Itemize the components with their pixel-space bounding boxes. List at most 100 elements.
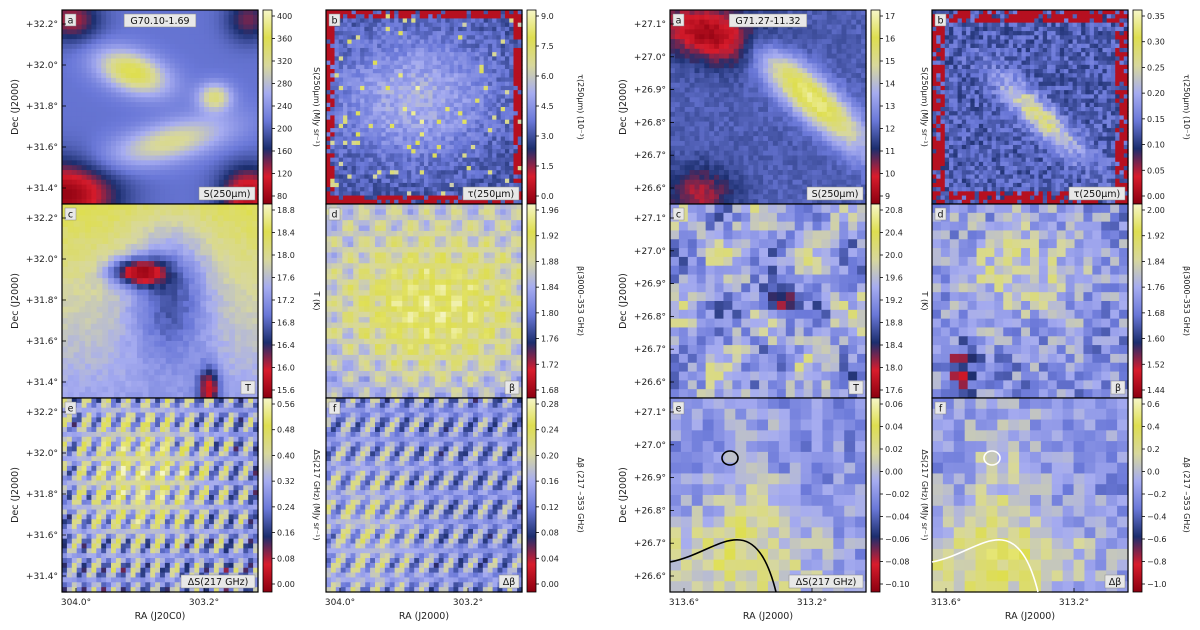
heatmap-cell — [679, 87, 686, 94]
heatmap-cell — [826, 77, 833, 84]
heatmap-cell — [699, 107, 705, 113]
heatmap-cell — [204, 24, 210, 30]
heatmap-cell — [462, 157, 468, 163]
heatmap-cell — [385, 107, 391, 112]
heatmap-cell — [204, 82, 210, 89]
heatmap-cell — [81, 58, 88, 64]
heatmap-cell — [487, 14, 493, 20]
heatmap-cell — [115, 150, 122, 157]
heatmap-cell — [111, 82, 117, 89]
heatmap-cell — [424, 69, 429, 74]
heatmap-cell — [487, 123, 493, 129]
heatmap-cell — [174, 73, 181, 79]
heatmap-cell — [184, 131, 190, 137]
heatmap-cell — [802, 34, 808, 40]
heatmap-cell — [243, 58, 249, 64]
heatmap-cell — [248, 145, 254, 152]
heatmap-cell — [86, 82, 92, 89]
heatmap-cell — [368, 43, 374, 49]
heatmap-cell — [861, 92, 867, 98]
heatmap-cell — [174, 97, 181, 103]
heatmap-cell — [807, 34, 813, 40]
heatmap-cell — [684, 14, 691, 21]
heatmap-cell — [782, 102, 789, 108]
heatmap-cell — [62, 150, 68, 157]
heatmap-cell — [96, 165, 102, 171]
heatmap-cell — [846, 68, 852, 74]
heatmap-cell — [419, 170, 425, 176]
heatmap-cell — [218, 34, 225, 40]
heatmap-cell — [500, 52, 506, 57]
heatmap-cell — [479, 199, 485, 205]
heatmap-cell — [428, 102, 434, 108]
heatmap-cell — [743, 116, 749, 123]
heatmap-cell — [428, 144, 434, 150]
heatmap-cell — [748, 48, 754, 55]
heatmap-cell — [233, 136, 239, 142]
heatmap-cell — [841, 155, 847, 161]
heatmap-cell — [160, 87, 166, 94]
heatmap-cell — [500, 123, 506, 129]
heatmap-cell — [831, 82, 838, 89]
heatmap-cell — [253, 160, 259, 166]
heatmap-cell — [436, 144, 442, 150]
heatmap-cell — [851, 136, 857, 142]
heatmap-cell — [238, 34, 244, 40]
heatmap-cell — [449, 199, 455, 205]
heatmap-cell — [723, 131, 730, 137]
heatmap-cell — [86, 107, 92, 113]
heatmap-cell — [347, 174, 353, 180]
heatmap-cell — [462, 170, 468, 176]
heatmap-cell — [694, 150, 700, 157]
heatmap-cell — [81, 150, 88, 157]
heatmap-cell — [125, 111, 132, 118]
heatmap-cell — [86, 73, 92, 79]
heatmap-cell — [111, 19, 117, 26]
heatmap-cell — [402, 111, 408, 117]
heatmap-cell — [101, 53, 107, 60]
heatmap-cell — [758, 39, 764, 45]
heatmap-cell — [714, 155, 720, 161]
heatmap-cell — [492, 90, 498, 95]
heatmap-cell — [71, 116, 78, 123]
heatmap-cell — [449, 77, 455, 83]
heatmap-cell — [449, 102, 455, 108]
heatmap-cell — [458, 182, 463, 188]
heatmap-cell — [364, 31, 370, 36]
heatmap-cell — [86, 63, 92, 69]
heatmap-cell — [351, 90, 357, 95]
heatmap-cell — [462, 132, 468, 138]
heatmap-cell — [415, 107, 421, 112]
heatmap-cell — [500, 199, 506, 205]
heatmap-cell — [748, 77, 754, 84]
heatmap-cell — [462, 136, 468, 142]
heatmap-cell — [449, 35, 455, 41]
heatmap-cell — [836, 121, 843, 127]
heatmap-cell — [381, 115, 387, 121]
heatmap-cell — [733, 77, 740, 84]
heatmap-cell — [360, 73, 365, 79]
heatmap-cell — [479, 85, 485, 91]
heatmap-cell — [689, 97, 696, 103]
heatmap-cell — [466, 94, 472, 100]
heatmap-cell — [347, 123, 353, 129]
heatmap-cell — [509, 132, 515, 138]
heatmap-cell — [851, 82, 857, 89]
heatmap-cell — [807, 53, 813, 60]
heatmap-cell — [351, 69, 357, 74]
heatmap-cell — [209, 140, 215, 147]
heatmap-cell — [689, 53, 696, 60]
heatmap-cell — [91, 102, 97, 108]
heatmap-cell — [76, 77, 83, 84]
heatmap-cell — [462, 123, 468, 129]
heatmap-cell — [441, 60, 446, 66]
heatmap-cell — [836, 92, 843, 98]
heatmap-cell — [223, 48, 230, 55]
heatmap-cell — [504, 35, 510, 41]
heatmap-cell — [704, 39, 710, 45]
heatmap-cell — [326, 52, 331, 57]
heatmap-cell — [797, 77, 803, 84]
heatmap-cell — [509, 31, 515, 36]
heatmap-cell — [415, 77, 421, 83]
heatmap-cell — [738, 48, 745, 55]
